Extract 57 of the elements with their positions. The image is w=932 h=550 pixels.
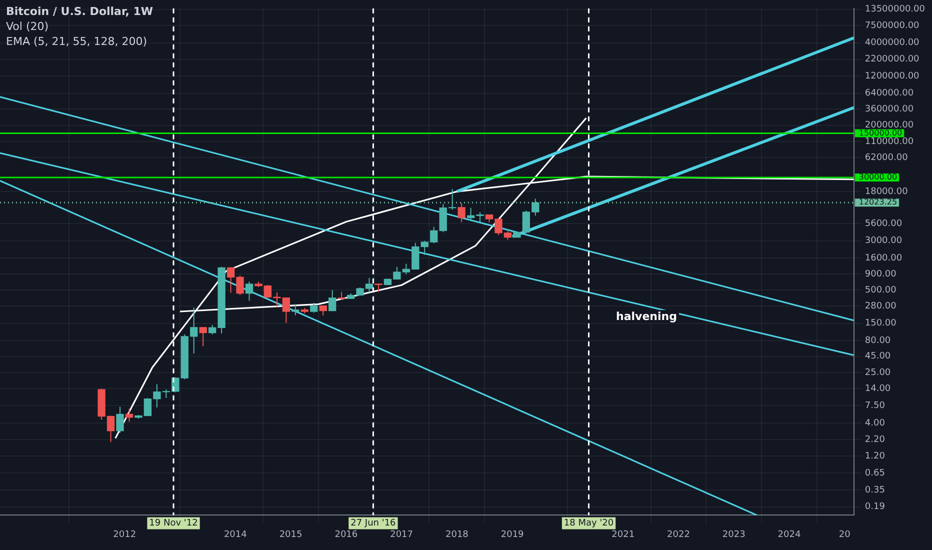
x-tick-label: 2022 (667, 530, 690, 540)
annotation: Vol (20) (6, 19, 50, 34)
y-tick-label: 500.00 (864, 285, 897, 296)
y-tick-label: 4.00 (864, 418, 886, 428)
y-tick-label: 110000.00 (864, 137, 914, 148)
chart-title: Bitcoin / U.S. Dollar, 1W (6, 4, 154, 19)
candlestick (292, 304, 300, 316)
candlestick (338, 291, 346, 300)
y-tick-label: 4000000.00 (864, 38, 920, 48)
candlestick (116, 406, 124, 434)
y-tick-label: 360000.00 (864, 104, 914, 114)
y-tick-label: 7500000.00 (864, 20, 920, 31)
y-tick-label: 13500000.00 (864, 4, 926, 15)
y-tick-label: 280.00 (864, 301, 897, 312)
y-tick-label: 200000.00 (864, 120, 914, 131)
y-tick-label: 900.00 (864, 269, 897, 280)
y-tick-label: 0.35 (864, 485, 885, 496)
annotation: EMA (5, 21, 55, 128, 200) (6, 34, 148, 49)
y-tick-label: 0.19 (864, 502, 886, 512)
y-tick-label: 150.00 (864, 318, 897, 329)
y-tick-label: 62000.00 (864, 152, 908, 163)
ref-line-label: 18 May '20 (564, 518, 614, 529)
y-tick-label: 45.00 (864, 352, 891, 362)
y-tick-label: 0.65 (864, 468, 885, 478)
ref-line-label: 12023.25 (858, 198, 898, 207)
y-tick-label: 640000.00 (864, 88, 914, 99)
candlestick (458, 202, 466, 223)
x-tick-label: 20 (838, 530, 851, 540)
y-tick-label: 25.00 (864, 368, 891, 378)
y-tick-label: 18000.00 (864, 186, 908, 197)
ref-line-label: 19 Nov '12 (149, 518, 198, 529)
x-tick-label: 2019 (500, 530, 524, 540)
y-tick-label: 2.20 (864, 434, 886, 445)
candlestick (300, 308, 308, 314)
y-tick-label: 1600.00 (864, 253, 902, 264)
y-tick-label: 80.00 (864, 336, 891, 346)
ref-line-label: 150000.00 (858, 128, 902, 138)
x-tick-label: 2018 (445, 530, 469, 540)
x-tick-label: 2014 (224, 530, 248, 540)
x-tick-label: 2012 (113, 530, 136, 540)
x-tick-label: 2024 (778, 530, 801, 540)
x-tick-label: 2023 (722, 530, 746, 540)
y-tick-label: 2200000.00 (864, 54, 920, 65)
y-tick-label: 3000.00 (864, 236, 902, 246)
y-tick-label: 7.50 (864, 401, 886, 412)
y-tick-label: 5600.00 (864, 219, 902, 230)
y-tick-label: 1.20 (864, 451, 886, 462)
x-tick-label: 2015 (279, 530, 302, 540)
x-tick-label: 2017 (390, 530, 414, 540)
annotation: halvening (616, 310, 677, 323)
y-tick-label: 14.00 (864, 384, 891, 394)
y-tick-label: 1200000.00 (864, 71, 920, 82)
x-tick-label: 2021 (612, 530, 635, 540)
x-tick-label: 2016 (334, 530, 358, 540)
ref-line-label: 30000.00 (858, 172, 898, 182)
candlestick (374, 283, 382, 292)
ref-line-label: 27 Jun '16 (350, 518, 396, 529)
